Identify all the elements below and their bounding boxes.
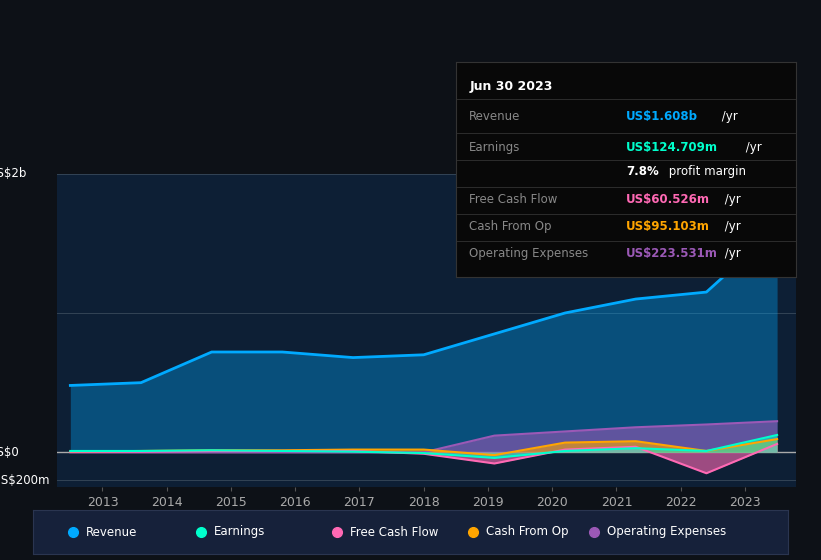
Text: US$60.526m: US$60.526m [626,193,710,206]
Text: Free Cash Flow: Free Cash Flow [470,193,557,206]
Text: Revenue: Revenue [470,110,521,123]
Text: Cash From Op: Cash From Op [470,220,552,233]
Text: Free Cash Flow: Free Cash Flow [350,525,438,539]
Text: /yr: /yr [722,193,741,206]
Text: /yr: /yr [742,141,762,155]
Text: /yr: /yr [722,247,741,260]
Text: profit margin: profit margin [665,165,746,178]
Text: US$2b: US$2b [0,167,26,180]
Text: US$124.709m: US$124.709m [626,141,718,155]
Text: US$95.103m: US$95.103m [626,220,710,233]
Text: Earnings: Earnings [214,525,265,539]
Text: Operating Expenses: Operating Expenses [607,525,726,539]
Text: Operating Expenses: Operating Expenses [470,247,589,260]
Text: /yr: /yr [722,220,741,233]
Text: /yr: /yr [718,110,738,123]
Text: Jun 30 2023: Jun 30 2023 [470,80,553,93]
Text: 7.8%: 7.8% [626,165,658,178]
Text: US$223.531m: US$223.531m [626,247,718,260]
Text: US$1.608b: US$1.608b [626,110,698,123]
Text: Cash From Op: Cash From Op [486,525,568,539]
Text: Revenue: Revenue [85,525,137,539]
Text: -US$200m: -US$200m [0,474,49,487]
Text: Earnings: Earnings [470,141,521,155]
Text: US$0: US$0 [0,446,19,459]
